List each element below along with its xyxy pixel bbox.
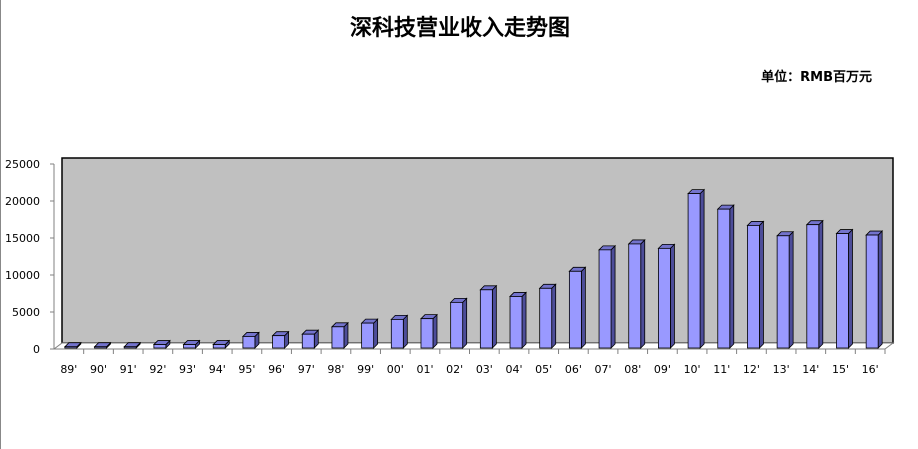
bar — [747, 225, 760, 349]
bar — [568, 270, 582, 349]
x-tick-label: 14' — [802, 363, 819, 376]
bar-side — [877, 230, 883, 349]
y-tick-label: 5000 — [12, 306, 40, 319]
bar-side — [491, 284, 497, 349]
x-tick-label: 05' — [535, 363, 552, 376]
bar — [509, 296, 523, 349]
y-tick-label: 10000 — [5, 269, 40, 282]
bar — [123, 346, 137, 349]
x-tick-label: 98' — [327, 363, 344, 376]
x-tick-label: 10' — [684, 363, 701, 376]
bar — [420, 318, 434, 349]
x-tick-label: 94' — [209, 363, 226, 376]
bar — [836, 233, 849, 349]
x-tick-label: 89' — [60, 363, 77, 376]
bar — [183, 344, 196, 349]
unit-label: 单位：RMB百万元 — [761, 70, 872, 85]
bar — [598, 249, 612, 349]
x-tick-label: 16' — [862, 363, 879, 376]
y-tick-label: 25000 — [5, 158, 40, 171]
bar-side — [402, 314, 408, 349]
bar — [361, 322, 375, 349]
x-tick-label: 07' — [595, 363, 612, 376]
x-tick-label: 95' — [238, 363, 255, 376]
bar-side — [759, 220, 764, 349]
x-tick-label: 03' — [476, 363, 493, 376]
bar-side — [670, 243, 675, 349]
x-tick-label: 91' — [120, 363, 137, 376]
floor — [52, 342, 895, 350]
bar — [479, 289, 493, 349]
bar — [301, 333, 315, 349]
bar-side — [580, 266, 586, 349]
bar — [64, 346, 78, 349]
y-tick-label: 15000 — [5, 232, 40, 245]
x-tick-label: 92' — [149, 363, 166, 376]
bar-side — [848, 228, 853, 349]
x-tick-label: 08' — [624, 363, 641, 376]
bar-side — [521, 291, 527, 349]
x-tick-label: 04' — [506, 363, 523, 376]
chart-title: 深科技营业收入走势图 — [349, 15, 570, 41]
y-tick-label: 20000 — [5, 195, 40, 208]
bar-side — [699, 188, 705, 349]
x-tick-label: 06' — [565, 363, 582, 376]
bar-side — [462, 297, 468, 349]
bar — [450, 301, 464, 349]
bar — [331, 326, 345, 349]
bar — [390, 318, 404, 349]
bar-side — [432, 313, 438, 349]
y-tick-label: 0 — [33, 343, 40, 356]
bar — [94, 346, 107, 349]
bar-side — [551, 283, 557, 349]
x-tick-label: 90' — [90, 363, 107, 376]
bar — [539, 287, 553, 349]
bar-side — [640, 238, 646, 349]
x-tick-label: 96' — [268, 363, 285, 376]
bar — [153, 344, 167, 349]
bar — [242, 336, 256, 349]
x-tick-label: 02' — [446, 363, 463, 376]
bar — [687, 193, 701, 349]
bar — [776, 235, 790, 349]
x-tick-label: 99' — [357, 363, 374, 376]
bar — [272, 335, 285, 349]
x-tick-label: 97' — [298, 363, 315, 376]
x-tick-label: 00' — [387, 363, 404, 376]
bar-side — [729, 204, 735, 349]
x-tick-label: 01' — [416, 363, 433, 376]
bar-side — [373, 318, 379, 349]
bar-side — [818, 219, 824, 349]
bar — [628, 243, 642, 349]
x-tick-label: 12' — [743, 363, 760, 376]
bar — [806, 224, 820, 349]
x-tick-label: 11' — [713, 363, 730, 376]
x-tick-label: 93' — [179, 363, 196, 376]
back-wall — [61, 157, 894, 344]
bar — [212, 344, 226, 349]
x-tick-label: 15' — [832, 363, 849, 376]
x-tick-label: 13' — [773, 363, 790, 376]
bar-side — [610, 244, 616, 349]
bar — [717, 208, 731, 349]
x-tick-label: 09' — [654, 363, 671, 376]
bar — [658, 247, 671, 349]
bar — [865, 234, 879, 349]
bar-side — [788, 230, 794, 349]
